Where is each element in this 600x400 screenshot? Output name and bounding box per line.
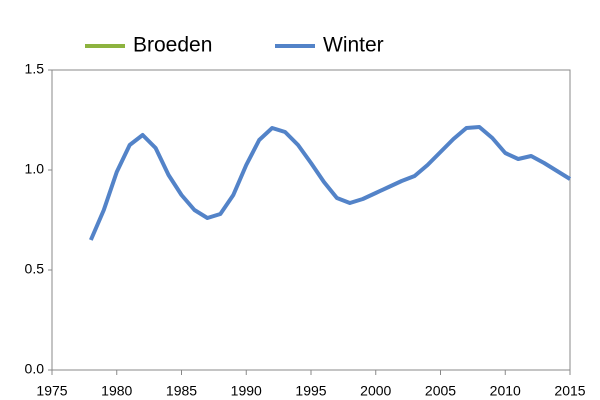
y-tick-label: 1.5 (25, 61, 45, 77)
y-tick-label: 0.0 (25, 361, 45, 377)
x-tick-label: 1985 (166, 383, 197, 399)
legend-label: Winter (323, 34, 384, 57)
x-tick-label: 1975 (36, 383, 67, 399)
plot-frame (51, 69, 571, 371)
legend-label: Broeden (133, 34, 212, 57)
x-tick-label: 1980 (101, 383, 132, 399)
x-tick-label: 2005 (425, 383, 456, 399)
y-tick-label: 0.5 (25, 261, 45, 277)
y-tick-label: 1.0 (25, 161, 45, 177)
x-tick-label: 2000 (360, 383, 391, 399)
x-tick-label: 1995 (295, 383, 326, 399)
x-tick-label: 2010 (490, 383, 521, 399)
data-line (89, 125, 572, 241)
x-tick-label: 1990 (231, 383, 262, 399)
x-tick-label: 2015 (554, 383, 585, 399)
